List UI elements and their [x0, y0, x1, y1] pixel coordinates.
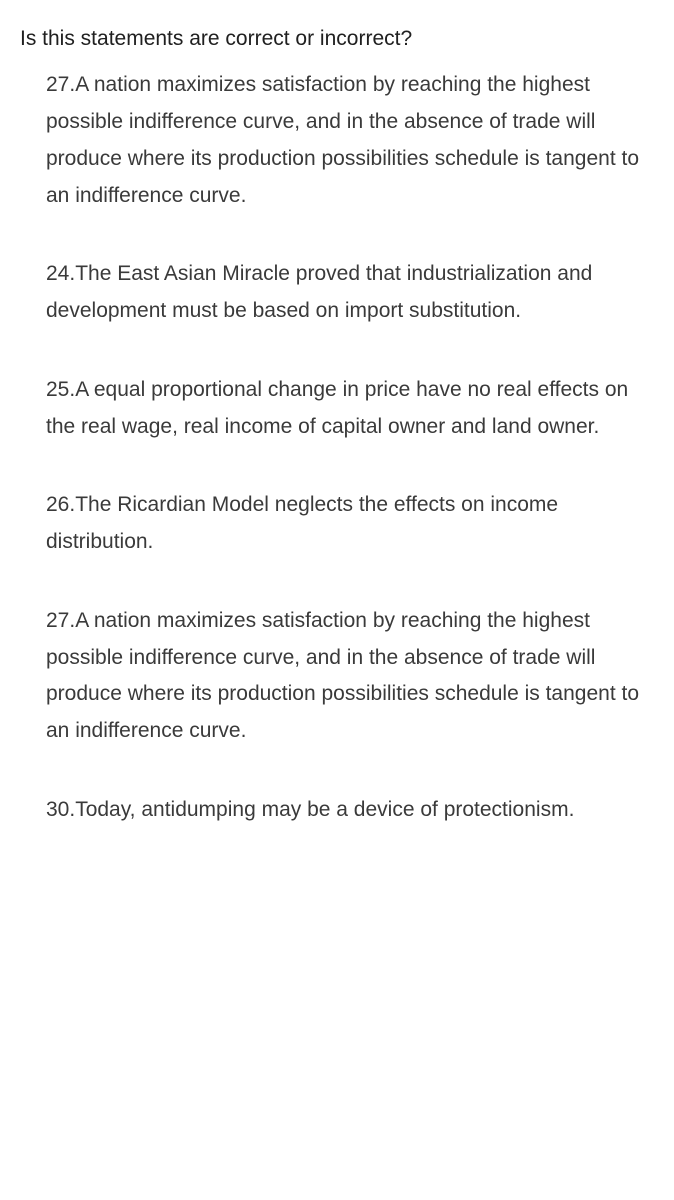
question-prompt: Is this statements are correct or incorr…: [20, 24, 654, 53]
statement-item: 24.The East Asian Miracle proved that in…: [46, 256, 654, 330]
statement-item: 27.A nation maximizes satisfaction by re…: [46, 67, 654, 214]
statement-item: 25.A equal proportional change in price …: [46, 372, 654, 446]
statement-item: 30.Today, antidumping may be a device of…: [46, 792, 654, 829]
statements-list: 27.A nation maximizes satisfaction by re…: [20, 67, 654, 828]
statement-item: 26.The Ricardian Model neglects the effe…: [46, 487, 654, 561]
statement-item: 27.A nation maximizes satisfaction by re…: [46, 603, 654, 750]
